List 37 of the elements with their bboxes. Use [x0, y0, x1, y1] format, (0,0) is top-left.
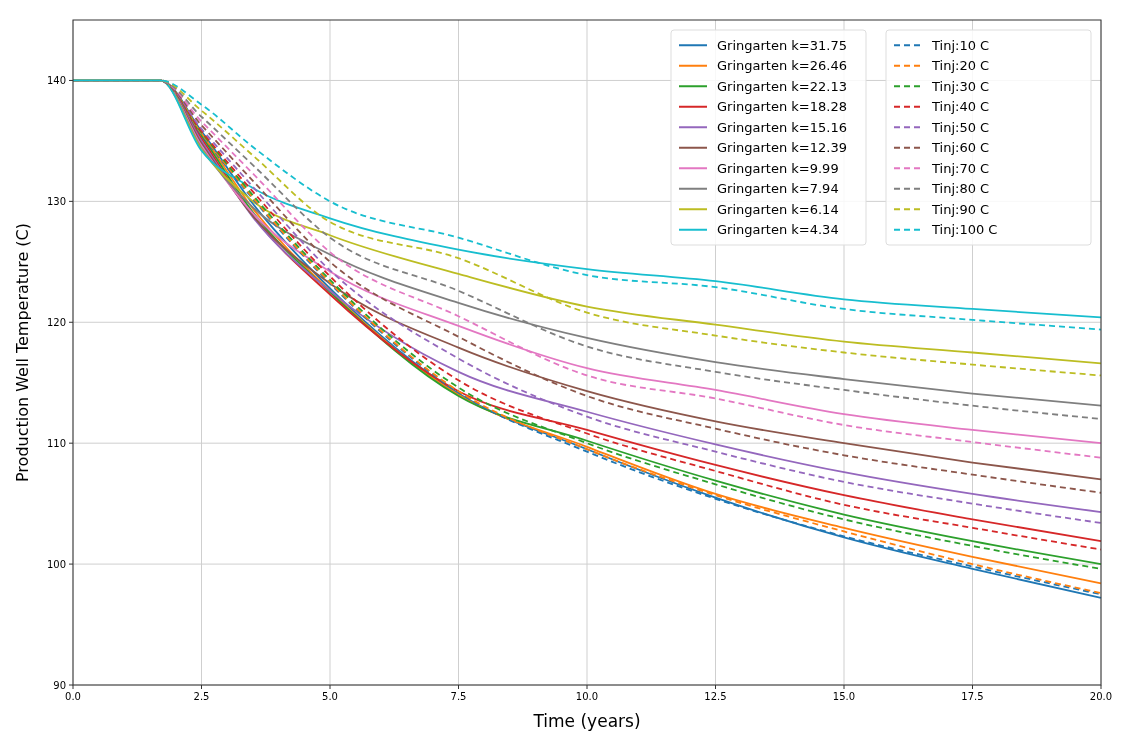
legend-label: Gringarten k=9.99 [717, 160, 839, 176]
x-tick-label: 7.5 [450, 691, 467, 702]
legend-label: Tinj:70 C [931, 160, 990, 176]
x-tick-label: 10.0 [575, 691, 599, 702]
legend-label: Tinj:50 C [931, 119, 990, 135]
legend-label: Tinj:100 C [931, 222, 998, 238]
legend-label: Tinj:80 C [931, 181, 990, 197]
x-tick-label: 0.0 [65, 691, 81, 702]
legend-label: Tinj:90 C [931, 201, 990, 217]
legend-label: Gringarten k=7.94 [717, 181, 839, 197]
x-tick-label: 12.5 [704, 691, 727, 702]
legend-label: Gringarten k=31.75 [717, 37, 847, 53]
legend-label: Gringarten k=18.28 [717, 99, 847, 115]
y-axis-title: Production Well Temperature (C) [13, 222, 32, 483]
x-tick-label: 17.5 [961, 691, 984, 702]
legend-label: Gringarten k=4.34 [717, 222, 839, 238]
x-tick-label: 15.0 [832, 691, 856, 702]
x-tick-label: 5.0 [322, 691, 338, 702]
y-tick-label: 110 [46, 437, 66, 449]
legend-label: Gringarten k=12.39 [717, 140, 847, 156]
x-axis-title: Time (years) [532, 711, 641, 731]
x-tick-label: 2.5 [193, 691, 210, 702]
legend-label: Tinj:40 C [931, 99, 990, 115]
legend-label: Gringarten k=22.13 [717, 78, 847, 94]
legend-label: Tinj:20 C [931, 58, 990, 74]
legend-label: Gringarten k=26.46 [717, 58, 847, 74]
y-tick-label: 100 [46, 558, 66, 570]
x-tick-label: 20.0 [1089, 691, 1113, 702]
y-tick-label: 140 [46, 74, 66, 86]
y-tick-label: 120 [46, 316, 66, 328]
legend-label: Tinj:10 C [931, 37, 990, 53]
legend-label: Gringarten k=15.16 [717, 119, 847, 135]
legend-label: Gringarten k=6.14 [717, 201, 839, 217]
legend-label: Tinj:30 C [931, 78, 990, 94]
legend-label: Tinj:60 C [931, 140, 990, 156]
y-tick-label: 130 [46, 195, 66, 207]
y-tick-label: 90 [53, 679, 66, 691]
